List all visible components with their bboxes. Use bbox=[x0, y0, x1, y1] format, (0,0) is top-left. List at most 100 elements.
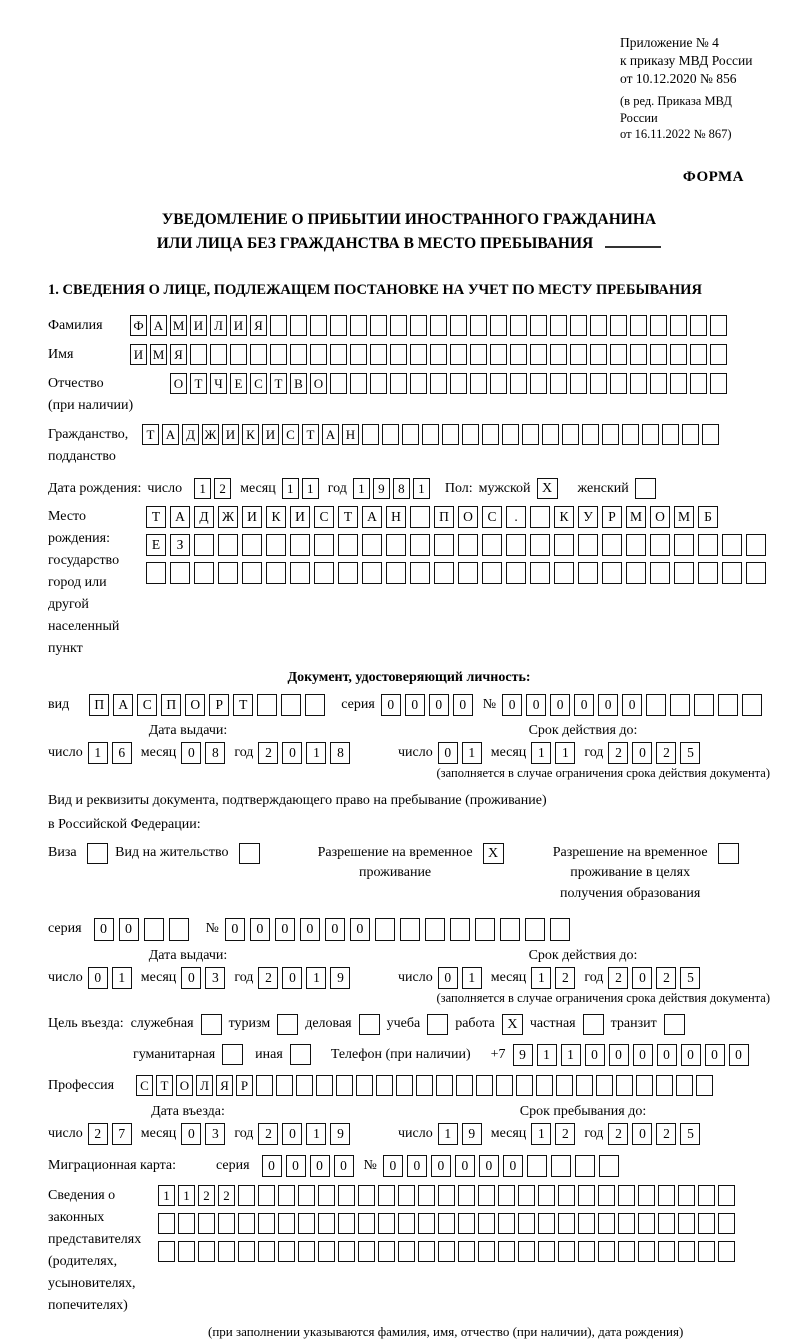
char-cell[interactable]: 0 bbox=[598, 694, 619, 717]
char-cell[interactable] bbox=[450, 373, 467, 395]
char-cell[interactable]: С bbox=[482, 506, 502, 529]
char-cell[interactable]: 2 bbox=[87, 1122, 108, 1145]
char-cell[interactable]: 1 bbox=[531, 966, 552, 989]
char-cell[interactable] bbox=[646, 694, 667, 717]
char-cell[interactable]: Е bbox=[146, 534, 166, 557]
edu-permit-checkbox[interactable] bbox=[717, 842, 739, 864]
char-cell[interactable]: 5 bbox=[680, 742, 701, 765]
char-cell[interactable] bbox=[266, 562, 286, 585]
char-cell[interactable] bbox=[610, 373, 627, 395]
char-cell[interactable]: К bbox=[242, 424, 259, 446]
char-cell[interactable]: 8 bbox=[330, 742, 351, 765]
char-cell[interactable] bbox=[434, 562, 454, 585]
char-cell[interactable] bbox=[418, 1212, 435, 1234]
char-cell[interactable] bbox=[458, 562, 478, 585]
char-cell[interactable] bbox=[218, 1212, 235, 1234]
char-cell[interactable] bbox=[682, 424, 699, 446]
char-cell[interactable] bbox=[370, 373, 387, 395]
char-cell[interactable]: 9 bbox=[330, 966, 351, 989]
char-cell[interactable] bbox=[658, 1240, 675, 1262]
char-cell[interactable] bbox=[386, 534, 406, 557]
char-cell[interactable]: 1 bbox=[555, 742, 576, 765]
purpose-study-checkbox[interactable] bbox=[427, 1013, 449, 1035]
char-cell[interactable]: 1 bbox=[87, 742, 108, 765]
char-cell[interactable]: 9 bbox=[330, 1122, 351, 1145]
char-cell[interactable] bbox=[218, 562, 238, 585]
char-cell[interactable] bbox=[170, 562, 190, 585]
char-cell[interactable]: А bbox=[113, 694, 134, 717]
char-cell[interactable] bbox=[578, 534, 598, 557]
char-cell[interactable]: Т bbox=[156, 1074, 173, 1096]
char-cell[interactable]: 1 bbox=[194, 478, 212, 500]
char-cell[interactable]: В bbox=[290, 373, 307, 395]
char-cell[interactable] bbox=[698, 562, 718, 585]
char-cell[interactable] bbox=[449, 917, 470, 941]
char-cell[interactable] bbox=[458, 1240, 475, 1262]
char-cell[interactable] bbox=[656, 1074, 673, 1096]
char-cell[interactable] bbox=[290, 562, 310, 585]
char-cell[interactable] bbox=[718, 1212, 735, 1234]
char-cell[interactable]: 1 bbox=[437, 1122, 458, 1145]
char-cell[interactable] bbox=[658, 1212, 675, 1234]
char-cell[interactable] bbox=[690, 373, 707, 395]
char-cell[interactable] bbox=[499, 917, 520, 941]
char-cell[interactable] bbox=[258, 1212, 275, 1234]
char-cell[interactable] bbox=[398, 1184, 415, 1206]
char-cell[interactable]: О bbox=[650, 506, 670, 529]
char-cell[interactable] bbox=[570, 373, 587, 395]
char-cell[interactable] bbox=[276, 1074, 293, 1096]
char-cell[interactable] bbox=[482, 424, 499, 446]
char-cell[interactable] bbox=[710, 315, 727, 337]
char-cell[interactable] bbox=[578, 562, 598, 585]
char-cell[interactable] bbox=[257, 694, 278, 717]
char-cell[interactable]: 9 bbox=[512, 1043, 533, 1066]
char-cell[interactable]: 0 bbox=[632, 742, 653, 765]
char-cell[interactable] bbox=[310, 315, 327, 337]
char-cell[interactable]: 0 bbox=[299, 917, 320, 941]
char-cell[interactable] bbox=[522, 424, 539, 446]
char-cell[interactable] bbox=[350, 315, 367, 337]
char-cell[interactable] bbox=[662, 424, 679, 446]
char-cell[interactable] bbox=[430, 373, 447, 395]
char-cell[interactable]: А bbox=[322, 424, 339, 446]
purpose-humanitarian-checkbox[interactable] bbox=[222, 1044, 244, 1066]
char-cell[interactable]: 3 bbox=[205, 966, 226, 989]
char-cell[interactable] bbox=[570, 315, 587, 337]
char-cell[interactable] bbox=[398, 1212, 415, 1234]
char-cell[interactable] bbox=[690, 344, 707, 366]
char-cell[interactable] bbox=[438, 1184, 455, 1206]
char-cell[interactable] bbox=[190, 344, 207, 366]
char-cell[interactable]: У bbox=[578, 506, 598, 529]
char-cell[interactable] bbox=[746, 534, 766, 557]
char-cell[interactable] bbox=[314, 534, 334, 557]
char-cell[interactable] bbox=[636, 1074, 653, 1096]
char-cell[interactable] bbox=[434, 534, 454, 557]
char-cell[interactable]: 1 bbox=[281, 478, 299, 500]
char-cell[interactable] bbox=[410, 506, 430, 529]
char-cell[interactable] bbox=[242, 534, 262, 557]
char-cell[interactable]: 2 bbox=[656, 742, 677, 765]
char-cell[interactable]: 1 bbox=[412, 478, 430, 500]
char-cell[interactable] bbox=[330, 344, 347, 366]
char-cell[interactable] bbox=[670, 373, 687, 395]
char-cell[interactable]: 0 bbox=[282, 966, 303, 989]
char-cell[interactable] bbox=[362, 534, 382, 557]
char-cell[interactable] bbox=[598, 1240, 615, 1262]
char-cell[interactable] bbox=[338, 1212, 355, 1234]
char-cell[interactable]: С bbox=[137, 694, 158, 717]
char-cell[interactable] bbox=[418, 1240, 435, 1262]
char-cell[interactable]: Ф bbox=[130, 315, 147, 337]
char-cell[interactable] bbox=[470, 315, 487, 337]
char-cell[interactable] bbox=[538, 1184, 555, 1206]
char-cell[interactable] bbox=[696, 1074, 713, 1096]
char-cell[interactable] bbox=[305, 694, 326, 717]
char-cell[interactable] bbox=[338, 1240, 355, 1262]
char-cell[interactable] bbox=[398, 1240, 415, 1262]
char-cell[interactable] bbox=[490, 344, 507, 366]
char-cell[interactable]: И bbox=[242, 506, 262, 529]
char-cell[interactable] bbox=[290, 344, 307, 366]
char-cell[interactable] bbox=[536, 1074, 553, 1096]
char-cell[interactable] bbox=[558, 1212, 575, 1234]
char-cell[interactable] bbox=[582, 424, 599, 446]
char-cell[interactable]: 0 bbox=[249, 917, 270, 941]
